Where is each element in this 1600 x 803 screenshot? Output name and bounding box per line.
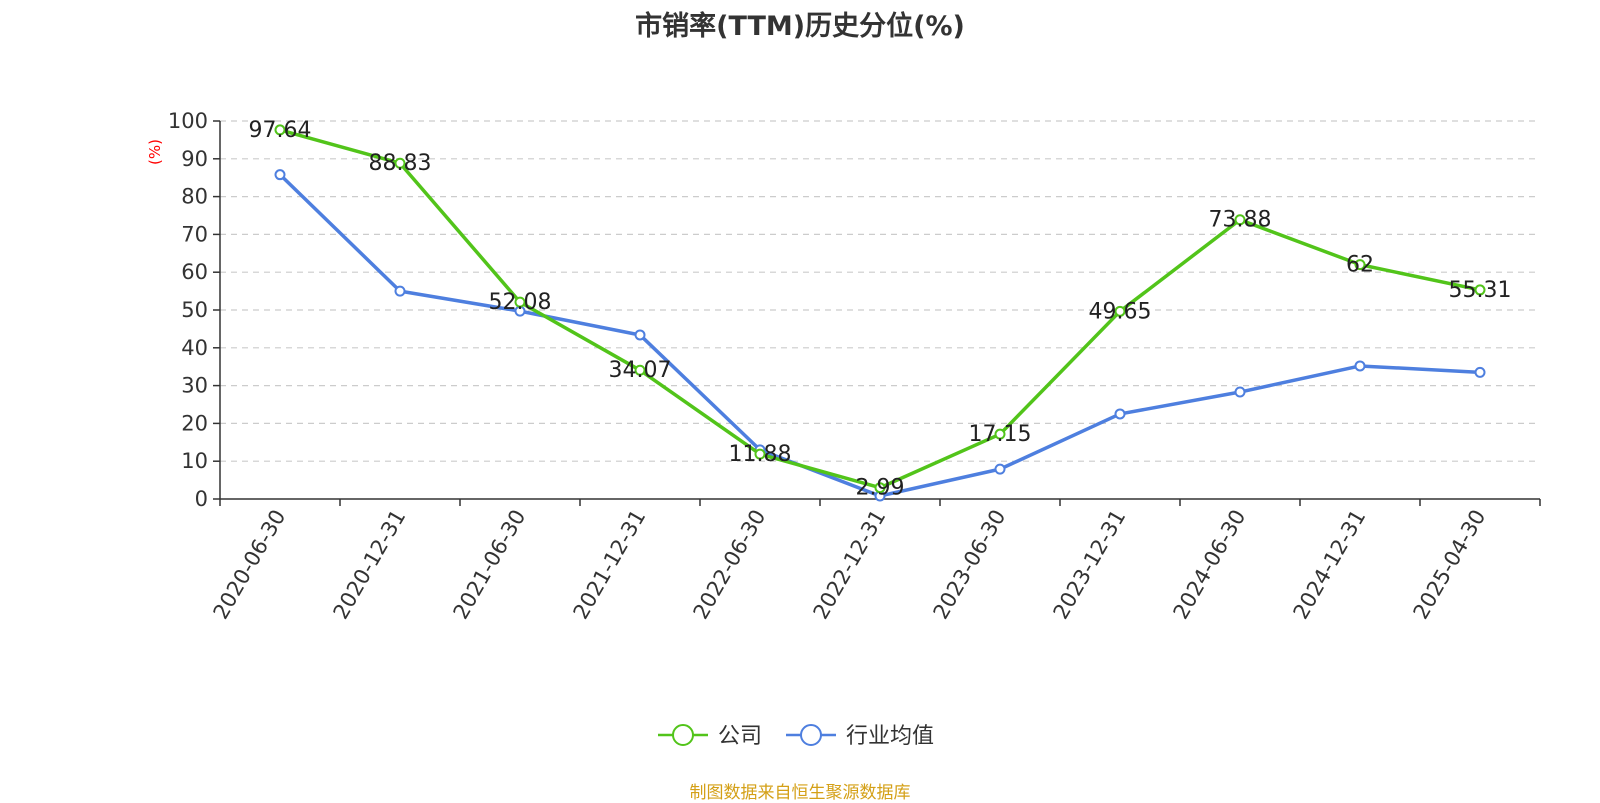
data-point — [394, 157, 406, 169]
legend-label: 公司 — [718, 724, 762, 749]
y-tick-label: 20 — [181, 411, 208, 435]
data-label: 2.99 — [856, 476, 905, 501]
data-label: 11.88 — [729, 442, 792, 467]
series-line — [279, 128, 1481, 490]
legend-marker — [800, 724, 822, 746]
legend-marker — [672, 724, 694, 746]
data-label: 97.64 — [249, 118, 312, 143]
data-point — [1234, 386, 1246, 398]
data-point — [394, 285, 406, 297]
x-tick-label: 2020-06-30 — [209, 506, 291, 624]
legend-label: 行业均值 — [846, 724, 934, 749]
data-point — [1474, 284, 1486, 296]
x-tick-label: 2025-04-30 — [1409, 506, 1491, 624]
data-label: 73.88 — [1209, 208, 1272, 233]
legend-item: 公司 — [658, 724, 762, 749]
data-label: 88.83 — [369, 151, 432, 176]
data-point — [274, 124, 286, 136]
x-tick-label: 2021-06-30 — [449, 506, 531, 624]
data-point — [1114, 305, 1126, 317]
data-point — [874, 482, 886, 494]
data-label: 49.65 — [1089, 299, 1152, 324]
data-point — [994, 428, 1006, 440]
x-tick-label: 2022-12-31 — [809, 506, 891, 624]
x-tick-label: 2024-12-31 — [1289, 506, 1371, 624]
x-tick-label: 2023-06-30 — [929, 506, 1011, 624]
data-label: 55.31 — [1449, 278, 1512, 303]
data-label: 62 — [1346, 253, 1374, 278]
grid-lines — [220, 120, 1540, 462]
data-label: 52.08 — [489, 290, 552, 315]
legend-item: 行业均值 — [786, 724, 934, 749]
data-point — [1354, 360, 1366, 372]
data-source-note: 制图数据来自恒生聚源数据库 — [689, 783, 911, 803]
x-axis: 2020-06-30 2020-12-31 2021-06-30 2021-12-31… — [209, 498, 1541, 624]
data-point — [994, 463, 1006, 475]
chart-title: 市销率(TTM)历史分位(%) — [635, 11, 965, 42]
data-labels: 97.64 88.83 52.08 34.07 11.88 2.99 17.15 49.65 7… — [249, 118, 1512, 501]
y-axis: 0 10 20 30 40 50 60 70 80 90 100 — [168, 109, 221, 511]
series-layer — [274, 124, 1486, 502]
legend: 公司 行业均值 — [658, 724, 934, 749]
data-point — [274, 169, 286, 181]
data-point — [1234, 214, 1246, 226]
y-tick-label: 50 — [181, 298, 208, 322]
y-tick-label: 90 — [181, 147, 208, 171]
y-axis-unit: (%) — [146, 139, 164, 165]
y-tick-label: 0 — [195, 487, 208, 511]
data-point — [634, 364, 646, 376]
y-tick-label: 10 — [181, 449, 208, 473]
data-point — [1474, 366, 1486, 378]
y-tick-label: 100 — [168, 109, 208, 133]
y-tick-label: 80 — [181, 185, 208, 209]
y-tick-label: 30 — [181, 374, 208, 398]
y-tick-label: 60 — [181, 260, 208, 284]
y-tick-label: 40 — [181, 336, 208, 360]
x-tick-label: 2022-06-30 — [689, 506, 771, 624]
data-point — [1354, 259, 1366, 271]
data-point — [1114, 408, 1126, 420]
data-point — [514, 296, 526, 308]
x-tick-label: 2020-12-31 — [329, 506, 411, 624]
x-tick-label: 2021-12-31 — [569, 506, 651, 624]
data-point — [634, 329, 646, 341]
y-tick-label: 70 — [181, 222, 208, 246]
series-line — [278, 173, 1481, 498]
data-label: 34.07 — [609, 358, 672, 383]
data-label: 17.15 — [969, 422, 1032, 447]
x-tick-label: 2023-12-31 — [1049, 506, 1131, 624]
x-tick-label: 2024-06-30 — [1169, 506, 1251, 624]
data-point — [754, 448, 766, 460]
